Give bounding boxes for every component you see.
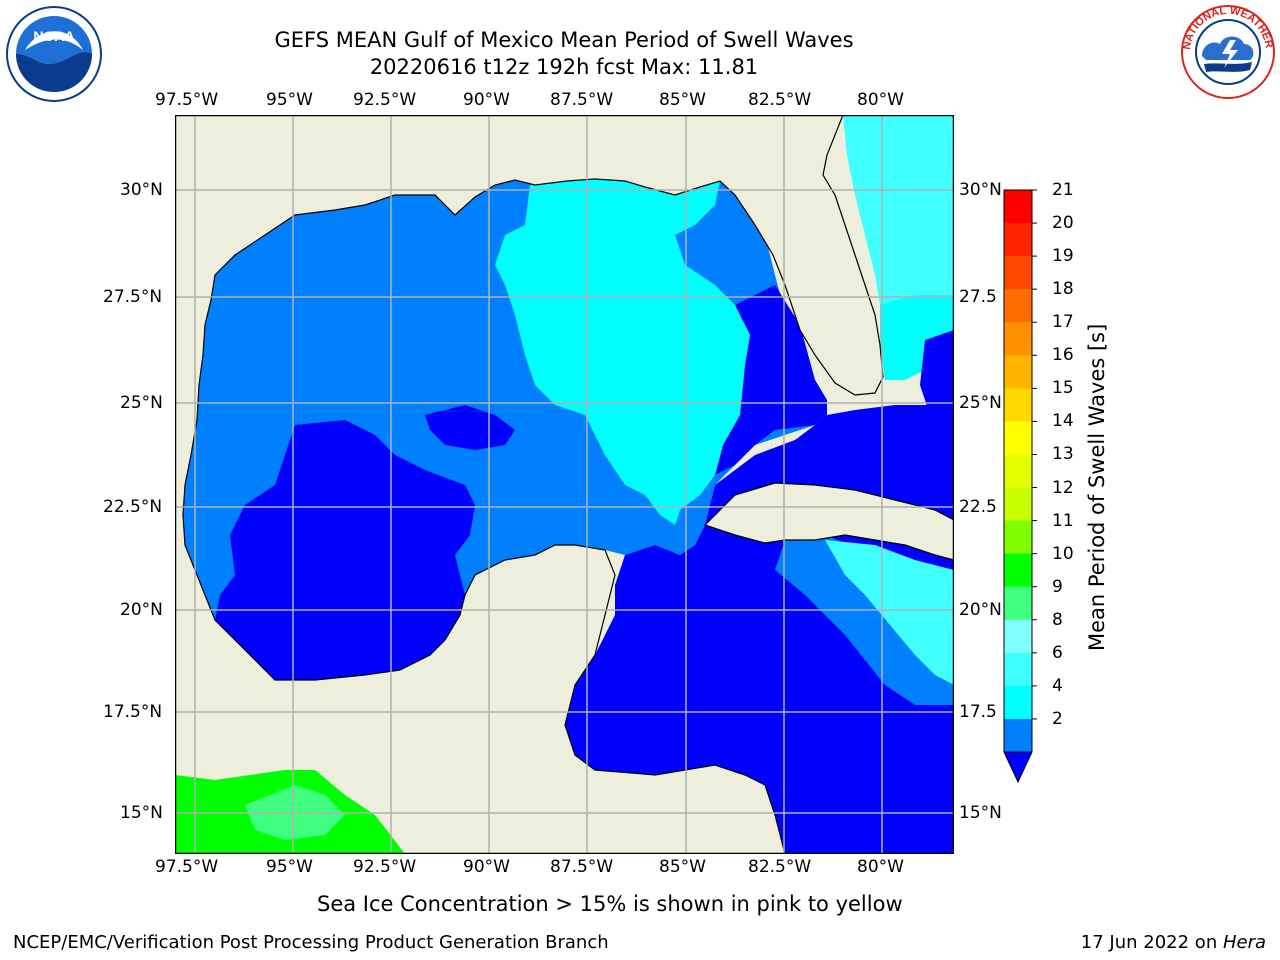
colorbar-label: 14: [1052, 411, 1074, 432]
lat-tick-left: 30°N: [120, 180, 163, 200]
colorbar-label: 2: [1052, 708, 1063, 729]
colorbar-segment: [1004, 520, 1032, 555]
lon-tick-top: 85°W: [659, 90, 706, 110]
lon-tick-top: 80°W: [857, 90, 904, 110]
lat-tick-right: 17.5: [959, 702, 997, 722]
sea-ice-note: Sea Ice Concentration > 15% is shown in …: [317, 892, 903, 916]
map-subtitle: 20220616 t12z 192h fcst Max: 11.81: [369, 55, 759, 79]
colorbar-segment: [1004, 322, 1032, 356]
lat-tick-left: 27.5°N: [103, 287, 163, 307]
run-host: Hera: [1222, 932, 1266, 953]
lat-tick-left: 17.5°N: [103, 702, 163, 722]
colorbar: [1003, 189, 1037, 783]
lon-tick-top: 95°W: [266, 90, 313, 110]
colorbar-label: 12: [1052, 477, 1074, 498]
colorbar-segment: [1004, 256, 1032, 290]
noaa-logo: NOAA: [6, 6, 102, 102]
colorbar-label: 21: [1052, 180, 1074, 200]
lon-tick-bottom: 85°W: [659, 857, 706, 877]
colorbar-title: Mean Period of Swell Waves [s]: [1085, 323, 1109, 651]
run-date-text: 17 Jun 2022 on: [1080, 932, 1223, 953]
lat-tick-left: 25°N: [120, 393, 163, 413]
producer-credit: NCEP/EMC/Verification Post Processing Pr…: [13, 932, 609, 953]
lon-tick-top: 90°W: [463, 90, 510, 110]
lon-tick-bottom: 82.5°W: [748, 857, 812, 877]
map-title: GEFS MEAN Gulf of Mexico Mean Period of …: [274, 28, 854, 52]
gulf-low-period-west: [215, 420, 475, 680]
colorbar-segment: [1004, 685, 1032, 720]
colorbar-label: 11: [1052, 510, 1074, 531]
gulf-low-period-east: [715, 285, 827, 475]
colorbar-extend-arrow: [1003, 751, 1033, 783]
run-date: 17 Jun 2022 on Hera: [1081, 932, 1266, 954]
lat-tick-left: 20°N: [120, 600, 163, 620]
lon-tick-bottom: 92.5°W: [353, 857, 417, 877]
colorbar-segment: [1004, 487, 1032, 522]
colorbar-segment: [1004, 718, 1032, 753]
graticule: [175, 115, 954, 854]
colorbar-segment: [1004, 190, 1032, 224]
lon-tick-top: 92.5°W: [353, 90, 417, 110]
lat-tick-left: 22.5°N: [103, 497, 163, 517]
lon-tick-bottom: 87.5°W: [550, 857, 614, 877]
colorbar-label: 20: [1052, 213, 1074, 234]
colorbar-segment: [1004, 388, 1032, 422]
cuba: [703, 482, 954, 561]
colorbar-label: 15: [1052, 378, 1074, 399]
lat-tick-right: 20°N: [959, 600, 1002, 620]
colorbar-segment: [1004, 619, 1032, 654]
colorbar-segment: [1004, 223, 1032, 257]
colorbar-segment: [1004, 421, 1032, 455]
atlantic-high-period: [843, 115, 954, 345]
noaa-logo-text: NOAA: [33, 28, 74, 44]
lat-tick-right: 25°N: [959, 393, 1002, 413]
colorbar-label: 9: [1052, 576, 1063, 597]
lat-tick-right: 15°N: [959, 803, 1002, 823]
lon-tick-bottom: 97.5°W: [155, 857, 219, 877]
colorbar-segment: [1004, 652, 1032, 687]
colorbar-label: 6: [1052, 642, 1063, 663]
map-panel: [175, 115, 954, 854]
nws-logo: NATIONAL WEATHER SERVICE: [1180, 4, 1275, 99]
lon-tick-bottom: 90°W: [463, 857, 510, 877]
lon-tick-top: 97.5°W: [155, 90, 219, 110]
colorbar-segment: [1004, 586, 1032, 621]
colorbar-label: 4: [1052, 675, 1063, 696]
colorbar-label: 17: [1052, 312, 1074, 333]
lat-tick-right: 22.5: [959, 497, 997, 517]
colorbar-label: 8: [1052, 609, 1063, 630]
lat-tick-right: 30°N: [959, 180, 1002, 200]
colorbar-label: 13: [1052, 444, 1074, 465]
colorbar-label: 10: [1052, 543, 1074, 564]
colorbar-label: 18: [1052, 279, 1074, 300]
colorbar-segment: [1004, 289, 1032, 323]
lon-tick-bottom: 95°W: [266, 857, 313, 877]
colorbar-segment: [1004, 454, 1032, 489]
lon-tick-top: 87.5°W: [550, 90, 614, 110]
caribbean-high-period: [825, 540, 954, 685]
gulf-low-period-central: [425, 405, 515, 450]
lon-tick-top: 82.5°W: [748, 90, 812, 110]
map-frame: [175, 115, 954, 854]
colorbar-frame: [1003, 189, 1033, 752]
lat-tick-right: 27.5: [959, 287, 997, 307]
colorbar-segment: [1004, 553, 1032, 588]
colorbar-label: 19: [1052, 246, 1074, 267]
lon-tick-bottom: 80°W: [857, 857, 904, 877]
colorbar-segment: [1004, 355, 1032, 389]
lat-tick-left: 15°N: [120, 803, 163, 823]
colorbar-label: 16: [1052, 345, 1074, 366]
